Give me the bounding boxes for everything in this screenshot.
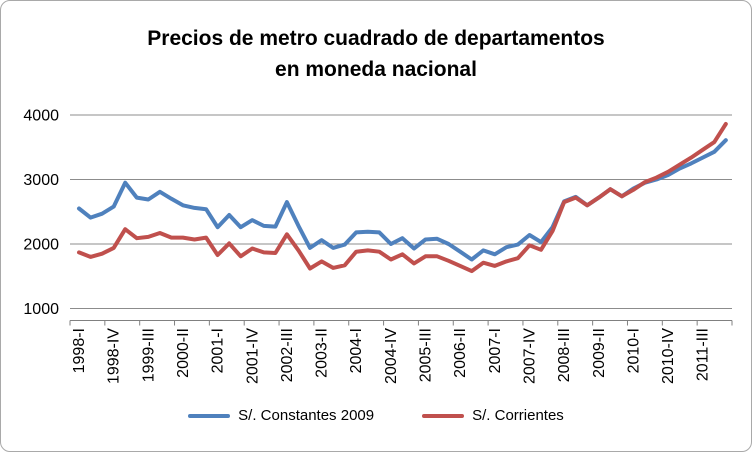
x-axis-label: 1998-I <box>71 328 88 373</box>
chart-title-line-1: Precios de metro cuadrado de departament… <box>147 27 605 50</box>
chart-legend: S/. Constantes 2009 S/. Corrientes <box>1 407 751 424</box>
x-axis-label: 2010-I <box>625 328 642 373</box>
y-axis-label-4000: 4000 <box>23 108 59 125</box>
chart-title: Precios de metro cuadrado de departament… <box>1 23 751 85</box>
x-axis-label: 2000-II <box>175 328 192 378</box>
x-axis-label: 1998-IV <box>106 328 123 384</box>
x-axis-label: 2006-II <box>452 328 469 378</box>
chart-title-line-2: en moneda nacional <box>275 58 477 81</box>
x-axis-label: 2009-II <box>591 328 608 378</box>
legend-label-corrientes: S/. Corrientes <box>472 407 564 424</box>
legend-item-constantes: S/. Constantes 2009 <box>188 407 374 424</box>
legend-label-constantes: S/. Constantes 2009 <box>238 407 375 424</box>
x-axis-label: 2007-I <box>487 328 504 373</box>
x-axis-label: 2003-II <box>314 328 331 378</box>
x-axis-label: 2011-III <box>695 328 712 381</box>
y-axis-label-1000: 1000 <box>23 301 59 318</box>
legend-line-blue <box>188 413 231 418</box>
x-axis-label: 2008-III <box>556 328 573 382</box>
x-axis-label: 2001-IV <box>244 328 261 384</box>
series-line-constantes <box>77 138 728 262</box>
x-axis-label: 2005-III <box>418 328 435 382</box>
x-axis-label: 2007-IV <box>521 328 538 384</box>
x-axis-label: 2001-I <box>210 328 227 373</box>
y-axis-label-3000: 3000 <box>23 172 59 189</box>
x-axis-label: 2004-IV <box>383 328 400 384</box>
y-axis-label-2000: 2000 <box>23 237 59 254</box>
legend-line-red <box>422 413 465 418</box>
legend-item-corrientes: S/. Corrientes <box>422 407 564 424</box>
x-axis-label: 2004-I <box>348 328 365 373</box>
x-axis-label: 1999-III <box>140 328 157 382</box>
x-axis-label: 2002-III <box>279 328 296 382</box>
x-axis-label: 2010-IV <box>660 328 677 384</box>
series-line-corrientes <box>77 122 728 274</box>
